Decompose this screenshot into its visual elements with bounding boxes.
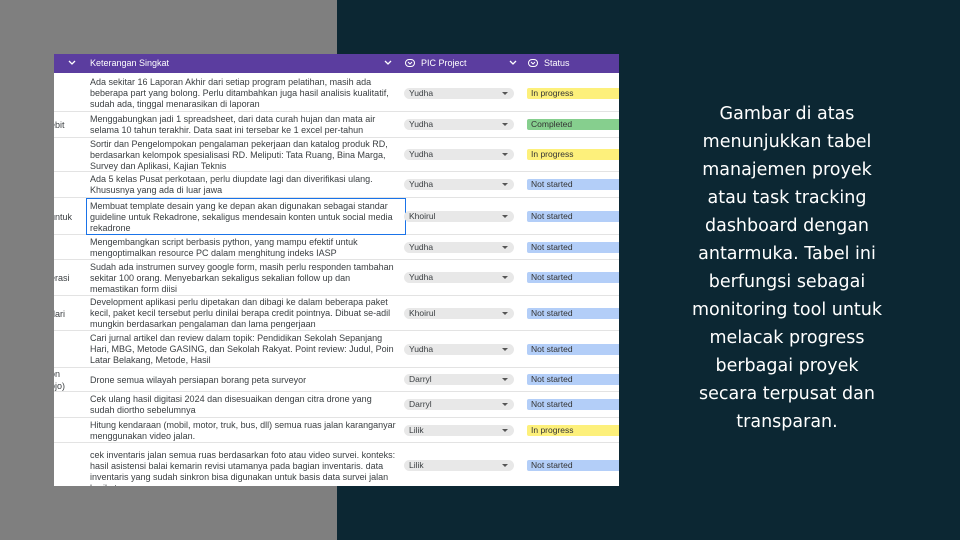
- status-chip: Completed: [527, 119, 619, 130]
- caption-line: melacak progress: [709, 328, 865, 348]
- screenshot: Keterangan Singkat PIC Project Status Ad…: [54, 54, 619, 486]
- caption-line: dashboard dengan: [704, 216, 870, 236]
- pic-dropdown: Yudha: [404, 87, 514, 99]
- description: Sortir dan Pengelompokan pengalaman peke…: [90, 139, 388, 171]
- status-chip: Not started: [527, 179, 619, 190]
- pic-dropdown: Lilik: [404, 424, 514, 436]
- chevron-icon: [384, 60, 392, 65]
- status-chip: Not started: [527, 272, 619, 283]
- header-cell: Status: [544, 58, 570, 68]
- table-row: Cek ulang hasil digitasi 2024 dan disesu…: [54, 392, 619, 418]
- pic-dropdown: Darryl: [404, 399, 514, 410]
- pic-dropdown: Yudha: [404, 241, 514, 253]
- chevron-icon: [68, 60, 76, 65]
- header-cell: PIC Project: [421, 58, 467, 68]
- pic-dropdown: Yudha: [404, 179, 514, 190]
- description: Mengembangkan script berbasis python, ya…: [90, 236, 358, 258]
- caption-line: berbagai proyek: [715, 356, 859, 376]
- status-chip: Not started: [527, 241, 619, 253]
- table-row: dari Development aplikasi perlu dipetakan…: [54, 296, 619, 331]
- description: Development aplikasi perlu dipetakan dan…: [90, 297, 391, 329]
- description: Membuat template desain yang ke depan ak…: [86, 198, 406, 235]
- pic-dropdown: Khoirul: [404, 210, 514, 222]
- chevron-icon: [509, 60, 517, 65]
- status-chip: Not started: [527, 399, 619, 410]
- status-chip: In progress: [527, 424, 619, 436]
- status-chip: In progress: [527, 149, 619, 160]
- description: Hitung kendaraan (mobil, motor, truk, bu…: [90, 419, 396, 441]
- description: Ada sekitar 16 Laporan Akhir dari setiap…: [90, 77, 389, 109]
- table-row: Cari jurnal artikel dan review dalam top…: [54, 331, 619, 368]
- pic-dropdown: Khoirul: [404, 307, 514, 319]
- pic-dropdown: Darryl: [404, 374, 514, 385]
- status-chip: Not started: [527, 374, 619, 385]
- status-chip: Not started: [527, 343, 619, 355]
- description: Cari jurnal artikel dan review dalam top…: [90, 333, 394, 365]
- table-row: cek inventaris jalan semua ruas berdasar…: [54, 443, 619, 486]
- pic-dropdown: Lilik: [404, 460, 514, 471]
- description: Ada 5 kelas Pusat perkotaan, perlu diupd…: [90, 174, 373, 195]
- caption-line: berfungsi sebagai: [708, 272, 866, 292]
- dropdown-icon: [528, 59, 538, 67]
- row-label: erasi: [54, 273, 70, 283]
- header-cell: Keterangan Singkat: [90, 58, 170, 68]
- pic-dropdown: Yudha: [404, 119, 514, 130]
- table-row: erasi Sudah ada instrumen survey google f…: [54, 260, 619, 296]
- table-row: on ojo) Drone semua wilayah persiapan bor…: [54, 368, 619, 392]
- header-bar: Keterangan Singkat PIC Project Status: [54, 54, 619, 73]
- caption-line: monitoring tool untuk: [691, 300, 883, 320]
- table-row: Ada sekitar 16 Laporan Akhir dari setiap…: [54, 75, 619, 112]
- pic-dropdown: Yudha: [404, 272, 514, 283]
- status-chip: In progress: [527, 87, 619, 99]
- caption-line: secara terpusat dan: [699, 384, 875, 404]
- table-row: Mengembangkan script berbasis python, ya…: [54, 235, 619, 260]
- row-label: on ojo): [54, 369, 66, 391]
- description: Sudah ada instrumen survey google form, …: [90, 261, 394, 294]
- description: Drone semua wilayah persiapan borang pet…: [90, 374, 307, 385]
- row-label: untuk: [54, 211, 73, 222]
- pic-dropdown: Yudha: [404, 149, 514, 160]
- caption-line: antarmuka. Tabel ini: [698, 244, 876, 264]
- caption-line: menunjukkan tabel: [702, 132, 872, 152]
- table-row: Ada 5 kelas Pusat perkotaan, perlu diupd…: [54, 172, 619, 198]
- description: Menggabungkan jadi 1 spreadsheet, dari d…: [90, 114, 376, 135]
- row-label: dari: [54, 308, 66, 319]
- caption-line: manajemen proyek: [702, 160, 872, 180]
- pic-dropdown: Yudha: [404, 343, 514, 355]
- table-row: Sortir dan Pengelompokan pengalaman peke…: [54, 138, 619, 172]
- caption-line: Gambar di atas: [719, 104, 855, 124]
- table-row: Hitung kendaraan (mobil, motor, truk, bu…: [54, 418, 619, 443]
- status-chip: Not started: [527, 307, 619, 319]
- caption-line: atau task tracking: [707, 188, 867, 208]
- description: cek inventaris jalan semua ruas berdasar…: [90, 449, 396, 487]
- description: Cek ulang hasil digitasi 2024 dan disesu…: [90, 394, 372, 415]
- status-chip: Not started: [527, 210, 619, 222]
- status-chip: Not started: [527, 460, 619, 471]
- caption-line: transparan.: [736, 412, 838, 432]
- table-row: ebit Menggabungkan jadi 1 spreadsheet, da…: [54, 112, 619, 138]
- table-row: untuk Membuat template desain yang ke dep…: [54, 198, 619, 235]
- row-label: ebit: [54, 120, 65, 130]
- dropdown-icon: [405, 59, 415, 67]
